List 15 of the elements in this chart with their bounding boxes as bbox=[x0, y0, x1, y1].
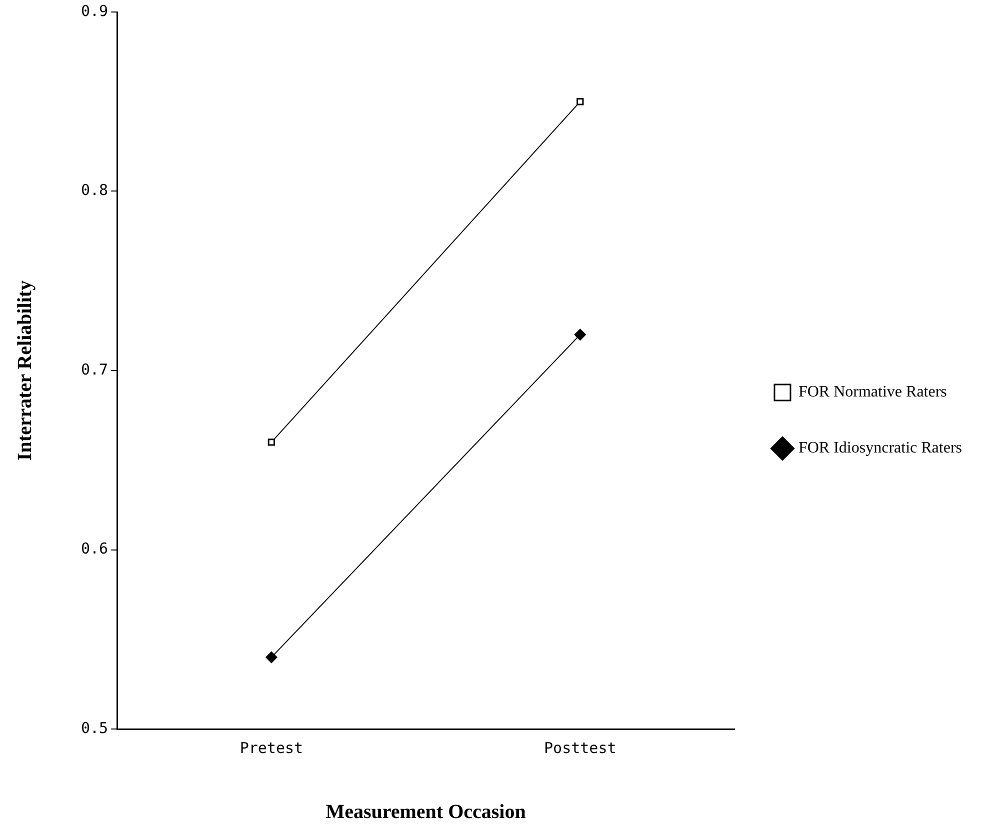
x-tick-label: Pretest bbox=[240, 738, 304, 757]
point bbox=[268, 438, 276, 446]
y-tick-label: 0.9 bbox=[81, 2, 108, 20]
x-axis-title: Measurement Occasion bbox=[326, 801, 526, 824]
point bbox=[574, 328, 586, 340]
y-tick-label: 0.8 bbox=[81, 181, 108, 200]
legend-label: FOR Normative Raters bbox=[798, 384, 947, 401]
x-tick-label: Posttest bbox=[544, 738, 616, 757]
y-tick-label: 0.6 bbox=[81, 540, 108, 558]
point bbox=[266, 652, 278, 664]
y-tick-label: 0.5 bbox=[81, 718, 108, 737]
y-axis-title: Interrater Reliability bbox=[14, 280, 36, 461]
y-tick-label: 0.7 bbox=[81, 360, 108, 378]
point bbox=[576, 98, 584, 106]
legend-label: FOR Idiosyncratic Raters bbox=[798, 440, 962, 457]
